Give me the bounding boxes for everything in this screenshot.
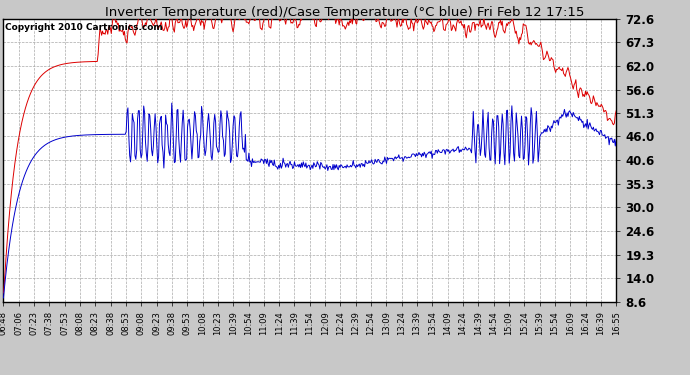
- Text: Copyright 2010 Cartronics.com: Copyright 2010 Cartronics.com: [6, 23, 163, 32]
- Text: Inverter Temperature (red)/Case Temperature (°C blue) Fri Feb 12 17:15: Inverter Temperature (red)/Case Temperat…: [106, 6, 584, 19]
